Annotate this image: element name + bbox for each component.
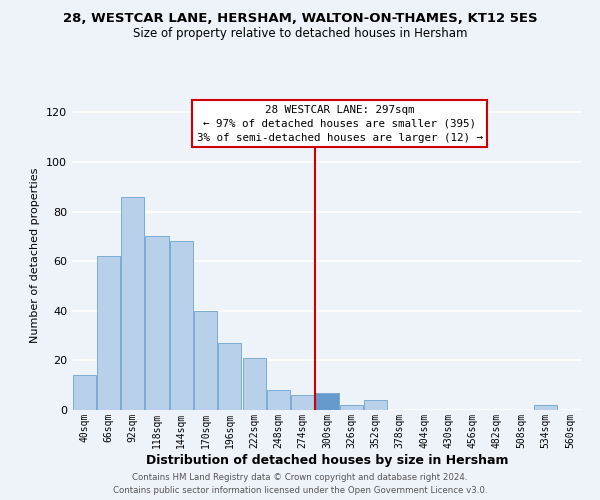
Text: Contains HM Land Registry data © Crown copyright and database right 2024.: Contains HM Land Registry data © Crown c… — [132, 474, 468, 482]
Y-axis label: Number of detached properties: Number of detached properties — [31, 168, 40, 342]
Bar — [73, 376, 95, 410]
X-axis label: Distribution of detached houses by size in Hersham: Distribution of detached houses by size … — [146, 454, 508, 466]
Bar — [291, 395, 314, 410]
Bar — [316, 392, 338, 410]
Text: Contains public sector information licensed under the Open Government Licence v3: Contains public sector information licen… — [113, 486, 487, 495]
Text: 28 WESTCAR LANE: 297sqm
← 97% of detached houses are smaller (395)
3% of semi-de: 28 WESTCAR LANE: 297sqm ← 97% of detache… — [197, 104, 483, 142]
Text: 28, WESTCAR LANE, HERSHAM, WALTON-ON-THAMES, KT12 5ES: 28, WESTCAR LANE, HERSHAM, WALTON-ON-THA… — [62, 12, 538, 26]
Bar — [340, 405, 363, 410]
Bar — [194, 311, 217, 410]
Bar — [145, 236, 169, 410]
Bar — [364, 400, 387, 410]
Bar — [242, 358, 266, 410]
Bar — [267, 390, 290, 410]
Text: Size of property relative to detached houses in Hersham: Size of property relative to detached ho… — [133, 28, 467, 40]
Bar — [121, 196, 144, 410]
Bar — [534, 405, 557, 410]
Bar — [97, 256, 120, 410]
Bar — [170, 242, 193, 410]
Bar — [218, 343, 241, 410]
